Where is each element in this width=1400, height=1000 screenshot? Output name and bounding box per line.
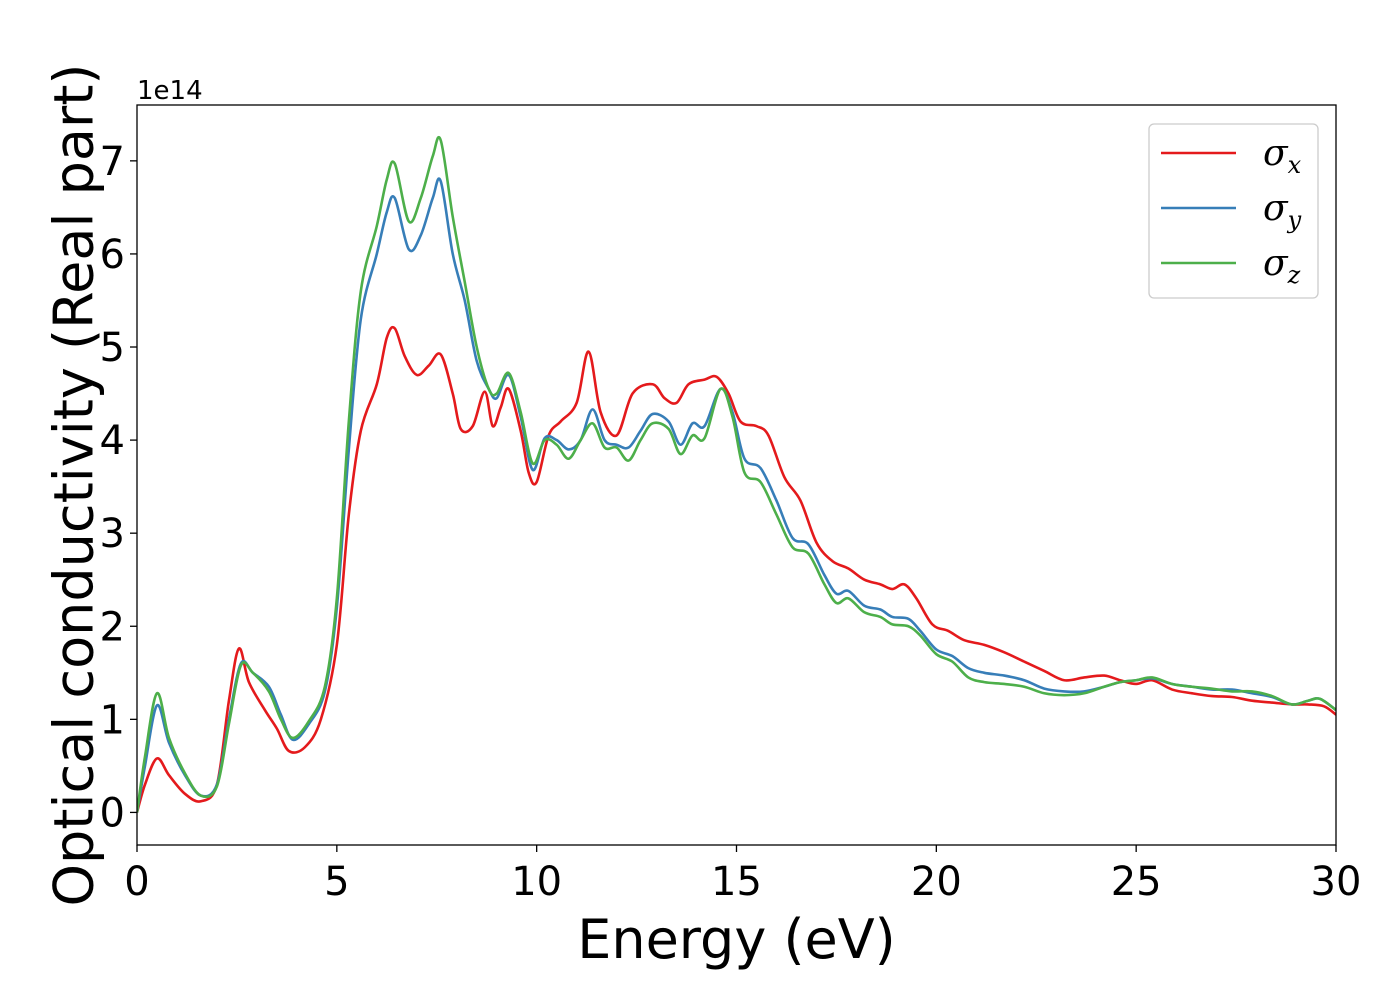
y-tick-label: 1 — [100, 697, 125, 743]
legend-subscript: x — [1288, 151, 1302, 179]
x-tick-label: 30 — [1311, 859, 1362, 905]
y-offset-label: 1e14 — [137, 76, 203, 106]
legend-symbol: σ — [1263, 188, 1289, 229]
legend-subscript: z — [1287, 261, 1301, 289]
x-tick-label: 15 — [711, 859, 762, 905]
plot-frame — [136, 104, 1337, 846]
y-tick-label: 4 — [100, 418, 125, 464]
x-tick-label: 0 — [124, 859, 149, 905]
series-line-z — [137, 135, 1336, 813]
y-tick-label: 3 — [100, 511, 125, 557]
axis-ticks: 0 5 10 15 20 25 30 0 1 2 3 4 5 6 7 — [100, 139, 1362, 905]
legend-label-x: σx — [1263, 133, 1302, 179]
y-tick-label: 2 — [100, 604, 125, 650]
legend-subscript: y — [1287, 206, 1302, 234]
legend-symbol: σ — [1263, 133, 1289, 174]
y-tick-label: 6 — [100, 232, 125, 278]
y-tick-label: 7 — [100, 139, 125, 185]
y-tick-label: 0 — [100, 790, 125, 836]
legend-symbol: σ — [1263, 243, 1289, 284]
legend-label-z: σz — [1263, 243, 1301, 289]
y-axis-title: Optical conductivity (Real part) — [43, 64, 106, 907]
legend-label-y: σy — [1263, 188, 1302, 234]
x-axis-title: Energy (eV) — [577, 908, 896, 971]
x-tick-label: 5 — [324, 859, 349, 905]
x-tick-label: 20 — [911, 859, 962, 905]
legend-box — [1148, 123, 1319, 299]
series-lines — [137, 135, 1336, 813]
series-line-x — [137, 325, 1336, 813]
y-tick-label: 5 — [100, 325, 125, 371]
x-tick-label: 25 — [1111, 859, 1162, 905]
x-tick-label: 10 — [511, 859, 562, 905]
